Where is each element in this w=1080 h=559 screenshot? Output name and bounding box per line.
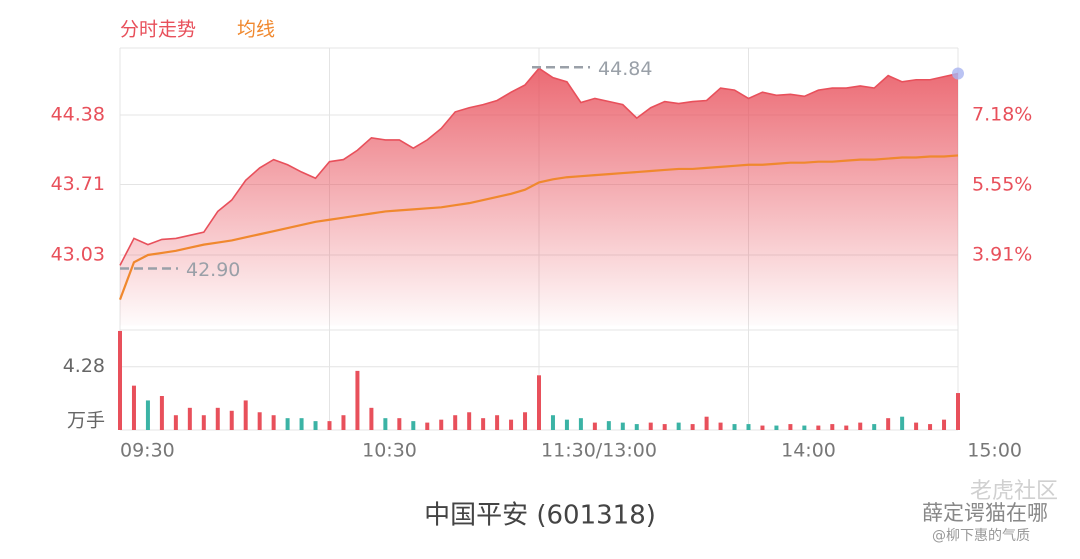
- volume-bar: [173, 415, 178, 430]
- volume-bar: [495, 415, 500, 430]
- volume-bar: [830, 424, 835, 430]
- volume-bar: [383, 418, 388, 430]
- x-tick-label: 10:30: [362, 440, 417, 462]
- annotation-label: 42.90: [186, 259, 240, 281]
- volume-bar: [411, 421, 416, 430]
- volume-bar: [886, 418, 891, 430]
- volume-bar: [928, 424, 933, 430]
- annotation-label: 44.84: [598, 58, 652, 80]
- volume-bar: [187, 407, 192, 430]
- volume-bar: [201, 415, 206, 430]
- volume-bar: [131, 385, 136, 430]
- legend-entry: 分时走势: [120, 19, 196, 41]
- volume-bar: [369, 407, 374, 430]
- x-tick-label: 09:30: [120, 440, 175, 462]
- volume-bar: [872, 424, 877, 430]
- watermark: 老虎社区: [970, 479, 1058, 504]
- volume-bar: [592, 422, 597, 430]
- last-point: [952, 67, 964, 80]
- volume-bar: [509, 419, 514, 430]
- volume-bar: [425, 422, 430, 430]
- plot: 09:30 10:30 11:30/13:00 14:00 15:00 44.38 43.7…: [51, 48, 1032, 462]
- volume-bar: [732, 424, 737, 430]
- volume-bar: [439, 419, 444, 430]
- volume-bar: [523, 412, 528, 430]
- volume-bar: [145, 400, 150, 430]
- volume-bar: [746, 424, 751, 430]
- volume-bar: [788, 424, 793, 430]
- y-tick-label: 4.28: [63, 355, 105, 377]
- volume-bar: [285, 418, 290, 430]
- volume-bar: [676, 422, 681, 430]
- volume-bar: [816, 425, 821, 430]
- volume-bar: [243, 400, 248, 430]
- volume-bar: [313, 421, 318, 430]
- volume-bar: [327, 421, 332, 430]
- volume-bar: [956, 393, 960, 430]
- volume-bar: [690, 424, 695, 430]
- volume-bar: [914, 422, 919, 430]
- volume-bar: [118, 330, 122, 430]
- volume-bar: [858, 422, 863, 430]
- volume-bar: [550, 415, 555, 430]
- volume-bar: [564, 419, 569, 430]
- x-tick-label: 15:00: [967, 440, 1022, 462]
- y2-tick-label: 7.18%: [972, 104, 1032, 126]
- volume-bar: [229, 410, 234, 430]
- page-title: 中国平安 (601318): [424, 501, 656, 531]
- volume-bar: [537, 375, 541, 430]
- x-tick-label: 11:30/13:00: [541, 440, 657, 462]
- volume-bar: [299, 418, 304, 430]
- area-fill: [120, 68, 958, 326]
- legend-entry: 均线: [237, 19, 275, 41]
- watermark: @柳下惠的气质: [932, 527, 1030, 544]
- volume-bar: [271, 415, 276, 430]
- y2-tick-label: 5.55%: [972, 173, 1032, 195]
- volume-bar: [453, 415, 458, 430]
- volume-bar: [760, 425, 765, 430]
- volume-bar: [718, 422, 723, 430]
- volume-bar: [606, 421, 611, 430]
- y2-tick-label: 3.91%: [972, 243, 1032, 265]
- volume-bar: [159, 396, 164, 430]
- volume-bar: [704, 416, 709, 430]
- y-tick-label: 43.71: [51, 173, 105, 195]
- watermark: 薛定谔猫在哪: [922, 501, 1048, 525]
- volume-bar: [648, 422, 653, 430]
- volume-bar: [578, 418, 583, 430]
- x-tick-label: 14:00: [781, 440, 836, 462]
- volume-bar: [215, 407, 220, 430]
- volume-bar: [634, 424, 639, 430]
- y-tick-label: 44.38: [51, 104, 105, 126]
- volume-bar: [942, 419, 947, 430]
- volume-bar: [341, 415, 346, 430]
- volume-bar: [257, 412, 262, 430]
- volume-bar: [900, 416, 905, 430]
- volume-bar: [467, 412, 472, 430]
- series-line: [118, 154, 959, 300]
- volume-unit: 万手: [67, 410, 105, 432]
- y-tick-label: 43.03: [51, 243, 105, 265]
- volume-bar: [844, 425, 849, 430]
- volume-bar: [481, 418, 486, 430]
- volume-bar: [774, 425, 779, 430]
- volume-bar: [620, 422, 625, 430]
- volume-bar: [802, 425, 807, 430]
- volume-bar: [662, 424, 667, 430]
- volume-bar: [397, 418, 402, 430]
- volume-bar: [355, 370, 360, 430]
